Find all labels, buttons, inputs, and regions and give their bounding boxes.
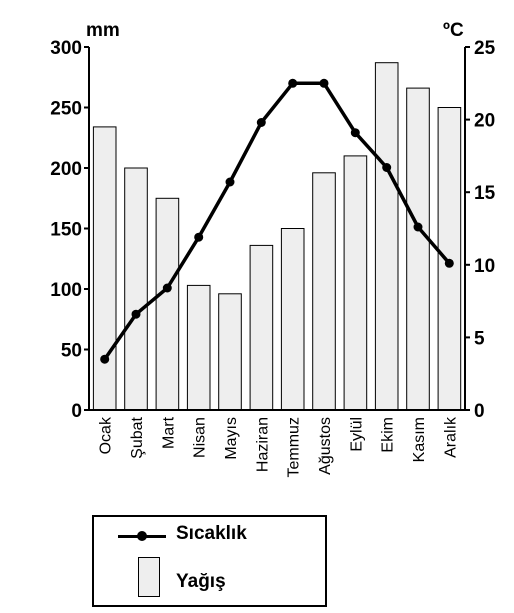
right-tick-label: 0: [474, 401, 485, 422]
category-label: Aralık: [442, 416, 459, 458]
legend-label-temperature: Sıcaklık: [176, 523, 247, 544]
temperature-point-12: [444, 258, 454, 268]
temperature-point-7: [288, 78, 298, 88]
right-tick-label: 5: [474, 328, 485, 349]
category-label: Ekim: [380, 417, 397, 453]
bar-6: [249, 244, 274, 411]
line-layer: [100, 78, 454, 364]
temperature-point-3: [162, 283, 172, 293]
category-label: Mart: [160, 416, 177, 449]
category-label: Temmuz: [286, 417, 303, 477]
temperature-point-9: [350, 128, 360, 138]
bar-5: [218, 293, 242, 411]
category-label: Haziran: [254, 417, 271, 472]
temperature-point-8: [319, 78, 329, 88]
temperature-point-5: [225, 177, 235, 187]
left-tick-label: 200: [50, 159, 82, 180]
bar-3: [155, 197, 180, 411]
right-tick-label: 25: [474, 38, 496, 59]
category-label: Ocak: [98, 416, 115, 454]
legend-marker-icon: [137, 531, 147, 541]
bar-10: [374, 62, 399, 411]
bar-4: [186, 284, 211, 411]
left-tick-label: 250: [50, 99, 82, 120]
temperature-point-1: [100, 354, 110, 364]
left-tick-label: 100: [50, 280, 82, 301]
bar-1: [92, 126, 117, 411]
left-axis-unit: mm: [86, 20, 120, 41]
left-tick-label: 300: [50, 38, 82, 59]
bars-layer: [92, 62, 462, 411]
left-tick-label: 0: [71, 401, 82, 422]
temperature-line: [102, 81, 452, 361]
temperature-point-10: [382, 163, 392, 172]
left-tick-label: 150: [50, 220, 82, 241]
temperature-point-4: [194, 232, 204, 242]
bar-11: [406, 87, 430, 411]
labels-layer: 0 50 100 150 200 250 300 0 5 10 15 20 25 mm ºC Ocak Şuba…: [50, 20, 495, 477]
category-label: Ağustos: [317, 417, 334, 475]
axes-layer: [84, 46, 470, 411]
bar-12: [437, 107, 462, 411]
right-tick-label: 10: [474, 256, 495, 277]
legend: Sıcaklık Yağış: [92, 515, 327, 607]
category-label: Mayıs: [223, 417, 240, 460]
bar-7: [280, 228, 305, 411]
temperature-point-2: [131, 309, 141, 319]
right-tick-label: 20: [474, 111, 495, 132]
temperature-point-11: [413, 222, 423, 232]
right-axis-unit: ºC: [443, 20, 464, 41]
category-label: Şubat: [129, 416, 146, 458]
bar-8: [312, 172, 336, 411]
category-label: Eylül: [348, 417, 365, 452]
right-tick-label: 15: [474, 183, 496, 204]
bar-2: [124, 167, 148, 411]
legend-bar-swatch: [138, 557, 160, 597]
category-label: Kasım: [411, 417, 428, 462]
legend-label-precipitation: Yağış: [176, 571, 226, 592]
category-label: Nisan: [192, 417, 209, 458]
bar-9: [343, 155, 368, 411]
temperature-point-6: [256, 118, 266, 127]
left-tick-label: 50: [61, 341, 82, 362]
